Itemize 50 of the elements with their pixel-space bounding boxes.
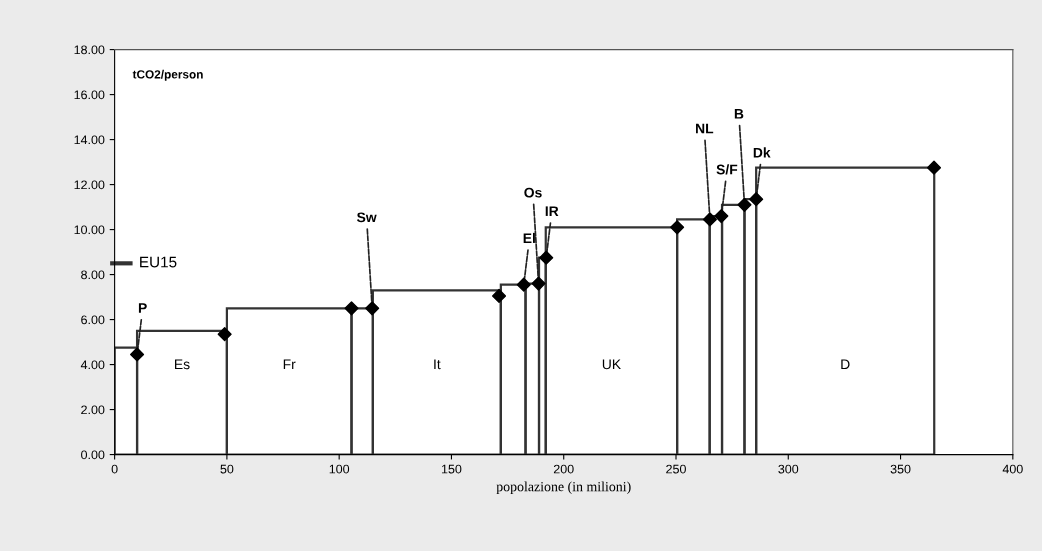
x-tick-label: 150 [441, 464, 462, 474]
x-axis-title: popolazione (in milioni) [496, 481, 631, 495]
y-axis-title: tCO2/person [132, 69, 203, 81]
y-tick-label: 16.00 [74, 90, 105, 100]
annotation: Fr [283, 359, 296, 370]
x-tick-label: 350 [890, 464, 911, 474]
x-tick-label: 50 [220, 464, 234, 474]
x-tick-label: 400 [1002, 464, 1023, 474]
y-tick-label: 6.00 [81, 315, 105, 325]
point [749, 192, 764, 207]
x-tick-label: 100 [329, 464, 350, 474]
point [539, 250, 554, 265]
x-tick-label: 300 [778, 464, 799, 474]
y-tick-label: 18.00 [74, 45, 105, 55]
annotation: Es [175, 359, 190, 370]
y-tick-label: 0.00 [81, 450, 105, 460]
annotation: S/F [716, 164, 738, 175]
annotation: Sw [356, 212, 377, 223]
y-tick-label: 10.00 [74, 225, 105, 235]
point [714, 209, 729, 224]
x-tick-label: 0 [111, 464, 118, 474]
annotation: UK [602, 359, 621, 370]
y-tick-label: 4.00 [80, 360, 105, 370]
point [702, 212, 717, 227]
point [491, 288, 507, 304]
annotation: D [841, 359, 850, 370]
y-tick-label: 14.00 [74, 135, 105, 145]
point [344, 301, 359, 316]
y-tick-label: 8.00 [81, 270, 105, 280]
point [365, 301, 380, 316]
point [516, 277, 531, 292]
annotation: IR [545, 206, 559, 216]
annotation: P [138, 303, 147, 313]
annotation: Dk [753, 147, 771, 158]
annotation: NL [696, 123, 714, 134]
ref-line-label: EU15 [140, 256, 177, 268]
x-tick-label: 250 [666, 464, 686, 474]
x-tick-label: 200 [553, 464, 574, 474]
point [926, 160, 942, 175]
point [217, 327, 232, 342]
y-tick-label: 2.00 [81, 405, 105, 415]
point [531, 276, 546, 291]
point [737, 197, 752, 212]
annotation: B [734, 109, 744, 119]
y-tick-label: 12.00 [74, 180, 105, 190]
annotation: It [434, 359, 441, 370]
point [670, 220, 685, 235]
point [130, 347, 145, 362]
annotation: El [523, 232, 535, 243]
annotation: Os [524, 187, 542, 198]
